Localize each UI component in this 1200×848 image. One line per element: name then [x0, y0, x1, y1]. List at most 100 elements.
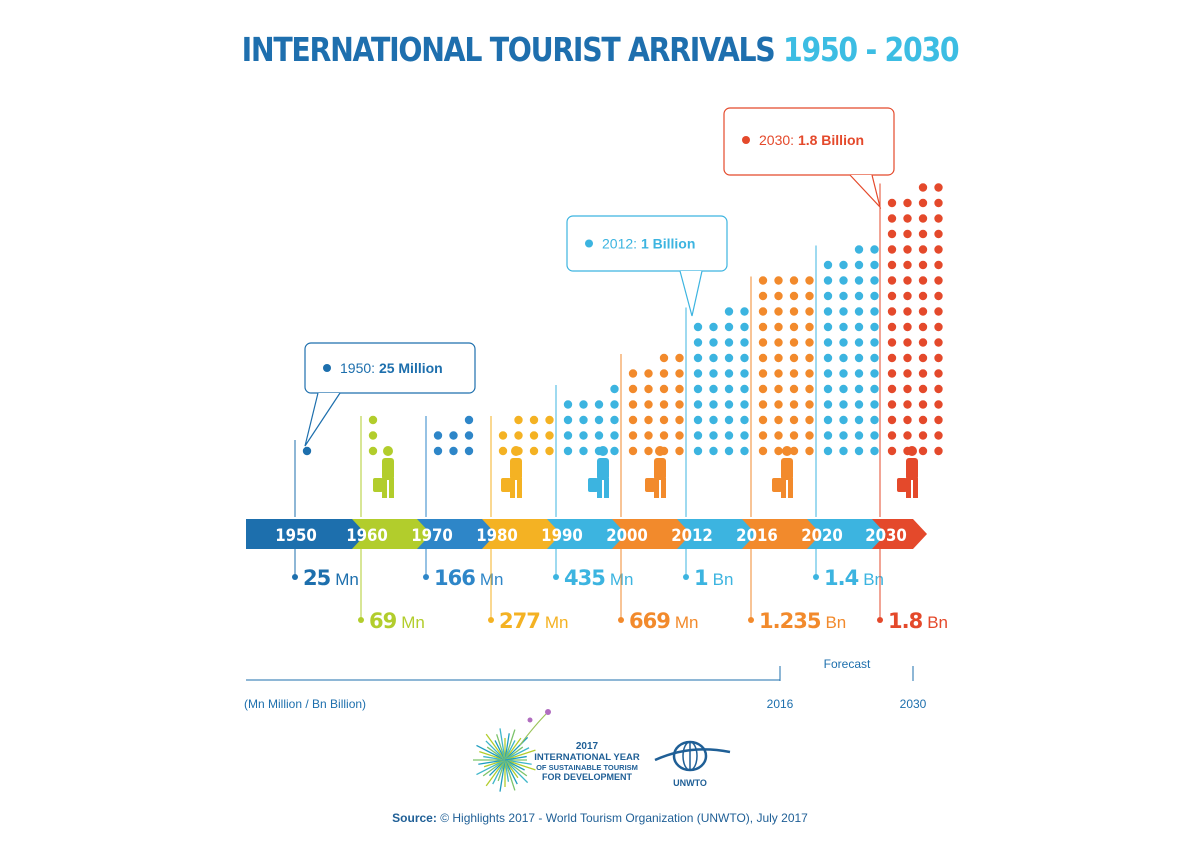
dot-2030: [918, 400, 928, 409]
dot-2020: [823, 338, 833, 347]
dot-2030: [918, 245, 928, 254]
dot-1970: [464, 415, 474, 425]
dot-2020: [870, 415, 879, 425]
dots-1970: [433, 415, 474, 456]
dot-2012: [724, 307, 734, 316]
timeline-year-2000: 2000: [606, 525, 648, 545]
dot-2030: [934, 276, 943, 285]
dot-2012: [740, 384, 749, 394]
dot-2016: [805, 276, 814, 285]
dot-2020: [870, 291, 879, 301]
dot-2012: [724, 431, 734, 440]
dot-2020: [870, 260, 879, 270]
dot-2000: [675, 353, 684, 363]
title-years: 1950 - 2030: [783, 30, 960, 69]
dot-2020: [870, 400, 879, 409]
dot-2012: [709, 431, 718, 440]
dot-2030: [918, 384, 928, 394]
dot-1970: [464, 431, 474, 440]
dot-2012: [709, 338, 718, 347]
callout-text: 2030: 1.8 Billion: [759, 132, 864, 148]
timeline-year-1990: 1990: [541, 525, 583, 545]
dot-2012: [693, 384, 703, 394]
dot-2030: [903, 431, 912, 440]
callout-text: 2012: 1 Billion: [602, 236, 695, 252]
dot-2012: [724, 353, 734, 363]
dot-2020: [839, 353, 848, 363]
dot-2012: [740, 400, 749, 409]
dot-2020: [823, 446, 833, 456]
value-label-1950: 25 Mn: [303, 566, 359, 590]
dot-2030: [887, 307, 897, 316]
dot-2016: [774, 353, 783, 363]
dot-2020: [839, 338, 848, 347]
dot-2012: [740, 353, 749, 363]
dot-1990: [610, 415, 619, 425]
dot-2020: [823, 353, 833, 363]
dot-2016: [774, 291, 783, 301]
dot-1980: [498, 446, 508, 456]
dot-2030: [903, 214, 912, 223]
dot-2030: [934, 338, 943, 347]
dot-2020: [823, 260, 833, 270]
dot-2030: [918, 183, 928, 192]
dot-2012: [709, 400, 718, 409]
dot-2012: [740, 307, 749, 316]
dot-1990: [610, 446, 619, 456]
dot-2000: [628, 400, 638, 409]
dot-2030: [887, 198, 897, 208]
dot-2016: [774, 431, 783, 440]
dot-1990: [610, 431, 619, 440]
value-marker-1980: [488, 617, 494, 623]
dot-2020: [823, 307, 833, 316]
dot-1990: [579, 415, 588, 425]
dot-2012: [740, 369, 749, 378]
unwto-logo: UNWTO: [654, 740, 731, 788]
dot-2020: [854, 431, 864, 440]
dot-2000: [644, 415, 653, 425]
dot-2000: [628, 384, 638, 394]
dot-1990: [594, 415, 604, 425]
dot-2016: [789, 276, 799, 285]
dot-2000: [675, 415, 684, 425]
dot-2030: [934, 415, 943, 425]
dot-1990: [563, 400, 573, 409]
dot-2020: [839, 446, 848, 456]
dot-1960: [368, 431, 378, 440]
dot-2016: [758, 431, 768, 440]
dot-2030: [887, 415, 897, 425]
dot-2000: [628, 415, 638, 425]
dot-2030: [903, 338, 912, 347]
traveller-icon-1960: [373, 446, 394, 498]
dot-2020: [823, 415, 833, 425]
callout-2012: 2012: 1 Billion: [566, 215, 728, 317]
dot-2016: [789, 291, 799, 301]
dot-2030: [934, 322, 943, 332]
dot-2012: [740, 415, 749, 425]
dot-2016: [805, 291, 814, 301]
dot-2016: [805, 431, 814, 440]
dot-2012: [693, 369, 703, 378]
dot-2020: [870, 322, 879, 332]
title-main: INTERNATIONAL TOURIST ARRIVALS: [241, 30, 776, 69]
dot-2020: [870, 338, 879, 347]
dot-2012: [740, 338, 749, 347]
dot-2030: [887, 245, 897, 254]
dot-2030: [887, 260, 897, 270]
dot-2016: [774, 446, 783, 456]
dot-2030: [934, 353, 943, 363]
dot-2000: [644, 369, 653, 378]
dot-2016: [805, 307, 814, 316]
dot-1980: [545, 415, 554, 425]
dot-2020: [839, 276, 848, 285]
timeline-year-2020: 2020: [801, 525, 843, 545]
dot-2020: [854, 260, 864, 270]
dot-2016: [789, 415, 799, 425]
dot-2020: [854, 307, 864, 316]
dot-2020: [854, 291, 864, 301]
dot-2020: [870, 384, 879, 394]
dot-2030: [918, 353, 928, 363]
value-label-1990: 435 Mn: [564, 566, 633, 590]
dot-2012: [724, 415, 734, 425]
